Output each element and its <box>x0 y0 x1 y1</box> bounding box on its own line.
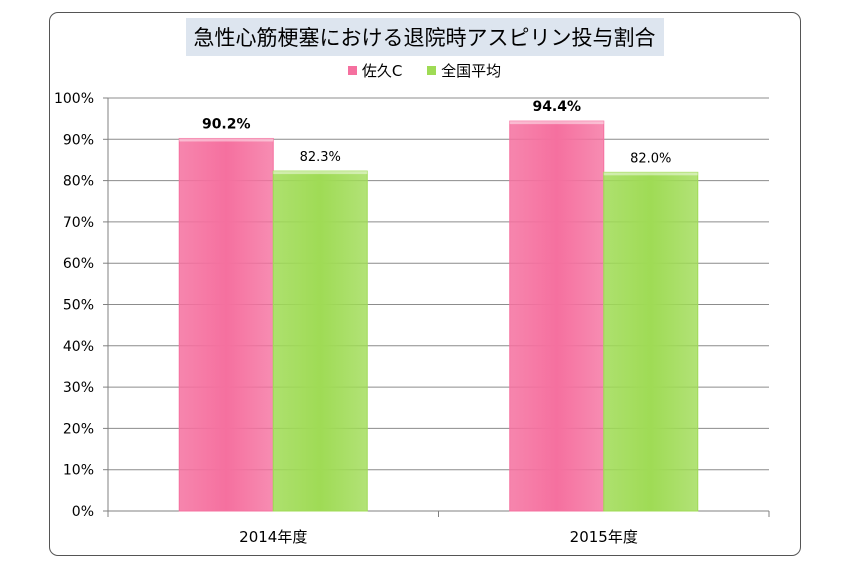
data-label: 82.3% <box>300 150 341 165</box>
legend-label-series-1: 佐久C <box>361 62 403 80</box>
y-tick-label: 50% <box>63 298 94 314</box>
y-tick-label: 60% <box>63 256 94 272</box>
y-tick-label: 20% <box>63 421 94 437</box>
legend-swatch-series-2 <box>427 66 437 75</box>
legend: 佐久C 全国平均 <box>0 60 849 81</box>
y-tick-label: 40% <box>63 339 94 355</box>
bar-highlight <box>273 171 368 175</box>
bar <box>509 120 605 512</box>
y-tick-label: 70% <box>63 215 94 231</box>
bar-highlight <box>179 138 274 142</box>
bar <box>178 137 274 512</box>
x-category-label: 2015年度 <box>570 528 638 546</box>
title-wrap: 急性心筋梗塞における退院時アスピリン投与割合 <box>0 18 849 56</box>
data-label: 82.0% <box>630 151 671 166</box>
chart-title: 急性心筋梗塞における退院時アスピリン投与割合 <box>185 18 664 56</box>
legend-swatch-series-1 <box>347 66 357 75</box>
y-tick-label: 100% <box>54 91 94 107</box>
bar-highlight <box>509 121 604 125</box>
legend-item-series-2: 全国平均 <box>427 60 501 81</box>
y-tick-label: 80% <box>63 174 94 190</box>
y-tick-label: 30% <box>63 380 94 396</box>
bar <box>272 170 368 512</box>
bar-highlight <box>603 172 698 176</box>
bar <box>603 171 699 512</box>
y-tick-label: 10% <box>63 463 94 479</box>
legend-label-series-2: 全国平均 <box>441 62 502 80</box>
data-label: 90.2% <box>202 116 251 132</box>
data-label: 94.4% <box>532 99 581 115</box>
x-category-label: 2014年度 <box>239 528 307 546</box>
legend-item-series-1: 佐久C <box>347 60 403 81</box>
y-tick-label: 0% <box>72 504 94 520</box>
y-tick-label: 90% <box>63 132 94 148</box>
